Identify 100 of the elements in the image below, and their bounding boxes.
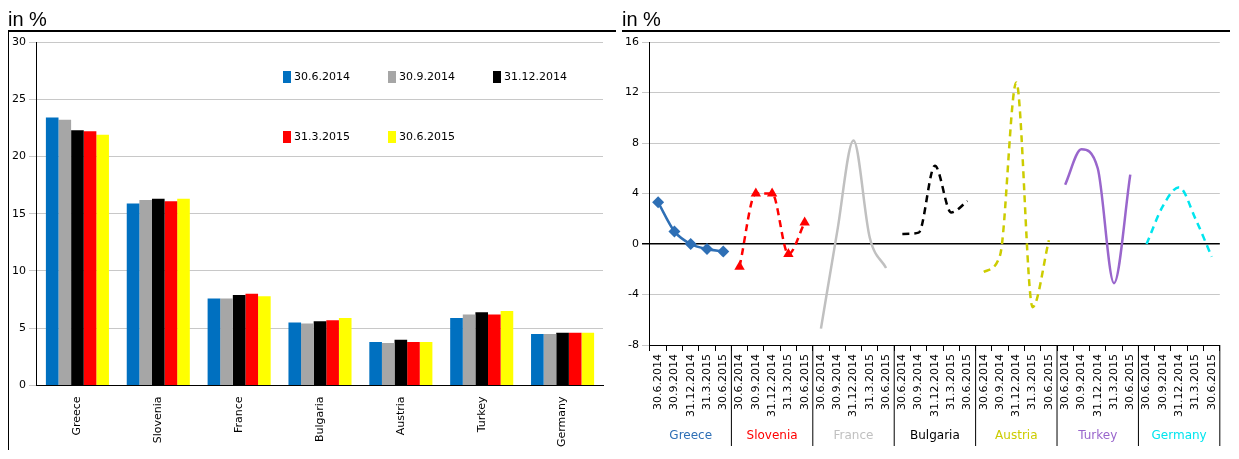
legend-label: 31.12.2014	[504, 69, 567, 83]
y-axis-title: in %	[622, 8, 662, 30]
x-tick-label: 31.12.2014	[764, 354, 778, 417]
bar	[83, 131, 97, 385]
y-tick-label: 25	[12, 92, 26, 106]
x-tick-label: 30.6.2014	[1058, 354, 1072, 410]
x-tick-label: Bulgaria	[312, 396, 326, 443]
x-tick-label: Greece	[70, 396, 84, 436]
x-tick-label: 30.6.2014	[895, 354, 909, 410]
point	[717, 245, 730, 258]
point	[700, 243, 713, 256]
x-tick-label: 30.6.2015	[1041, 354, 1055, 410]
y-tick-label: 0	[19, 378, 26, 392]
bar	[301, 323, 314, 385]
x-tick-label: 31.12.2014	[846, 354, 860, 417]
bar	[207, 298, 221, 385]
bar	[568, 332, 582, 385]
x-tick-label: Turkey	[474, 395, 488, 434]
bar	[58, 119, 72, 385]
bar	[177, 198, 190, 385]
x-tick-label: 30.6.2015	[797, 354, 811, 410]
x-tick-label: 30.6.2015	[1123, 354, 1137, 410]
x-tick-label: 31.3.2015	[781, 354, 795, 410]
x-tick-label: 31.12.2014	[1090, 354, 1104, 417]
bar	[96, 134, 109, 385]
y-tick-label: 10	[12, 263, 26, 277]
x-tick-label: 30.9.2014	[830, 354, 844, 410]
y-tick-label: 12	[625, 85, 639, 99]
x-tick-label: 31.3.2015	[1025, 354, 1039, 410]
point	[799, 216, 810, 226]
point	[783, 248, 794, 258]
point	[750, 187, 762, 197]
y-tick-label: 5	[19, 321, 26, 335]
x-tick-label: 30.9.2014	[911, 354, 925, 410]
y-tick-label: 15	[12, 206, 26, 220]
x-tick-label: 30.6.2014	[813, 354, 827, 410]
legend-label: 30.6.2015	[399, 129, 455, 143]
x-tick-label: 30.9.2014	[667, 354, 681, 410]
point	[668, 225, 681, 238]
point	[652, 196, 665, 209]
legend-label: 30.6.2014	[294, 69, 350, 83]
x-tick-label: 30.6.2015	[878, 354, 892, 410]
bar	[45, 117, 59, 385]
bar	[220, 298, 233, 385]
bar	[381, 343, 395, 385]
legend-label: 31.3.2015	[294, 129, 350, 143]
y-tick-label: 30	[12, 34, 26, 48]
line-series	[982, 81, 1051, 309]
line-series	[1063, 148, 1132, 285]
bar	[581, 332, 595, 385]
bar	[500, 311, 514, 385]
line-series	[1145, 185, 1213, 258]
x-tick-label: 31.3.2015	[862, 354, 876, 410]
x-tick-label: 30.9.2014	[1155, 354, 1169, 410]
bar	[407, 341, 420, 385]
x-tick-label: 30.6.2014	[732, 354, 746, 410]
bar	[543, 333, 557, 385]
legend-label: 30.9.2014	[399, 69, 455, 83]
x-tick-label: 31.12.2014	[927, 354, 941, 417]
x-tick-label: Slovenia	[151, 396, 165, 444]
x-tick-label: 30.9.2014	[748, 354, 762, 410]
x-tick-label: 31.3.2015	[1188, 354, 1202, 410]
bar	[488, 314, 501, 385]
x-tick-label: 30.6.2015	[716, 354, 730, 410]
x-tick-label: 30.6.2014	[976, 354, 990, 410]
bar	[326, 320, 339, 385]
x-tick-label: 30.6.2015	[960, 354, 974, 410]
x-tick-label: 31.12.2014	[683, 354, 697, 417]
x-tick-label: 31.12.2014	[1171, 354, 1185, 417]
x-tick-label: 31.3.2015	[699, 354, 713, 410]
point	[766, 187, 778, 197]
point	[684, 238, 697, 251]
x-tick-label: 30.6.2014	[1139, 354, 1153, 410]
bar	[164, 201, 178, 385]
x-tick-label: 30.9.2014	[992, 354, 1006, 410]
bar	[245, 293, 259, 385]
y-tick-label: 4	[632, 186, 639, 200]
bar	[258, 296, 271, 385]
bar	[126, 203, 140, 385]
x-tick-label: 30.6.2015	[1204, 354, 1218, 410]
bar	[338, 317, 352, 385]
x-tick-label: 31.12.2014	[1009, 354, 1023, 417]
y-tick-label: -8	[628, 337, 639, 351]
bar	[369, 341, 382, 385]
x-tick-label: France	[232, 396, 245, 434]
line-series	[901, 164, 969, 236]
point	[734, 260, 745, 270]
y-tick-label: 20	[12, 149, 26, 163]
y-tick-label: 16	[625, 34, 639, 48]
x-tick-label: 30.6.2014	[651, 354, 664, 410]
bar	[419, 341, 433, 385]
y-tick-label: 8	[632, 135, 639, 149]
x-tick-label: 30.9.2014	[1074, 354, 1088, 410]
x-tick-label: 31.3.2015	[1106, 354, 1120, 410]
x-tick-label: Austria	[393, 396, 407, 436]
y-tick-label: -4	[628, 287, 639, 301]
bar	[450, 317, 463, 385]
x-tick-label: Germany	[555, 395, 569, 447]
bar	[139, 199, 152, 385]
bar	[462, 314, 476, 385]
